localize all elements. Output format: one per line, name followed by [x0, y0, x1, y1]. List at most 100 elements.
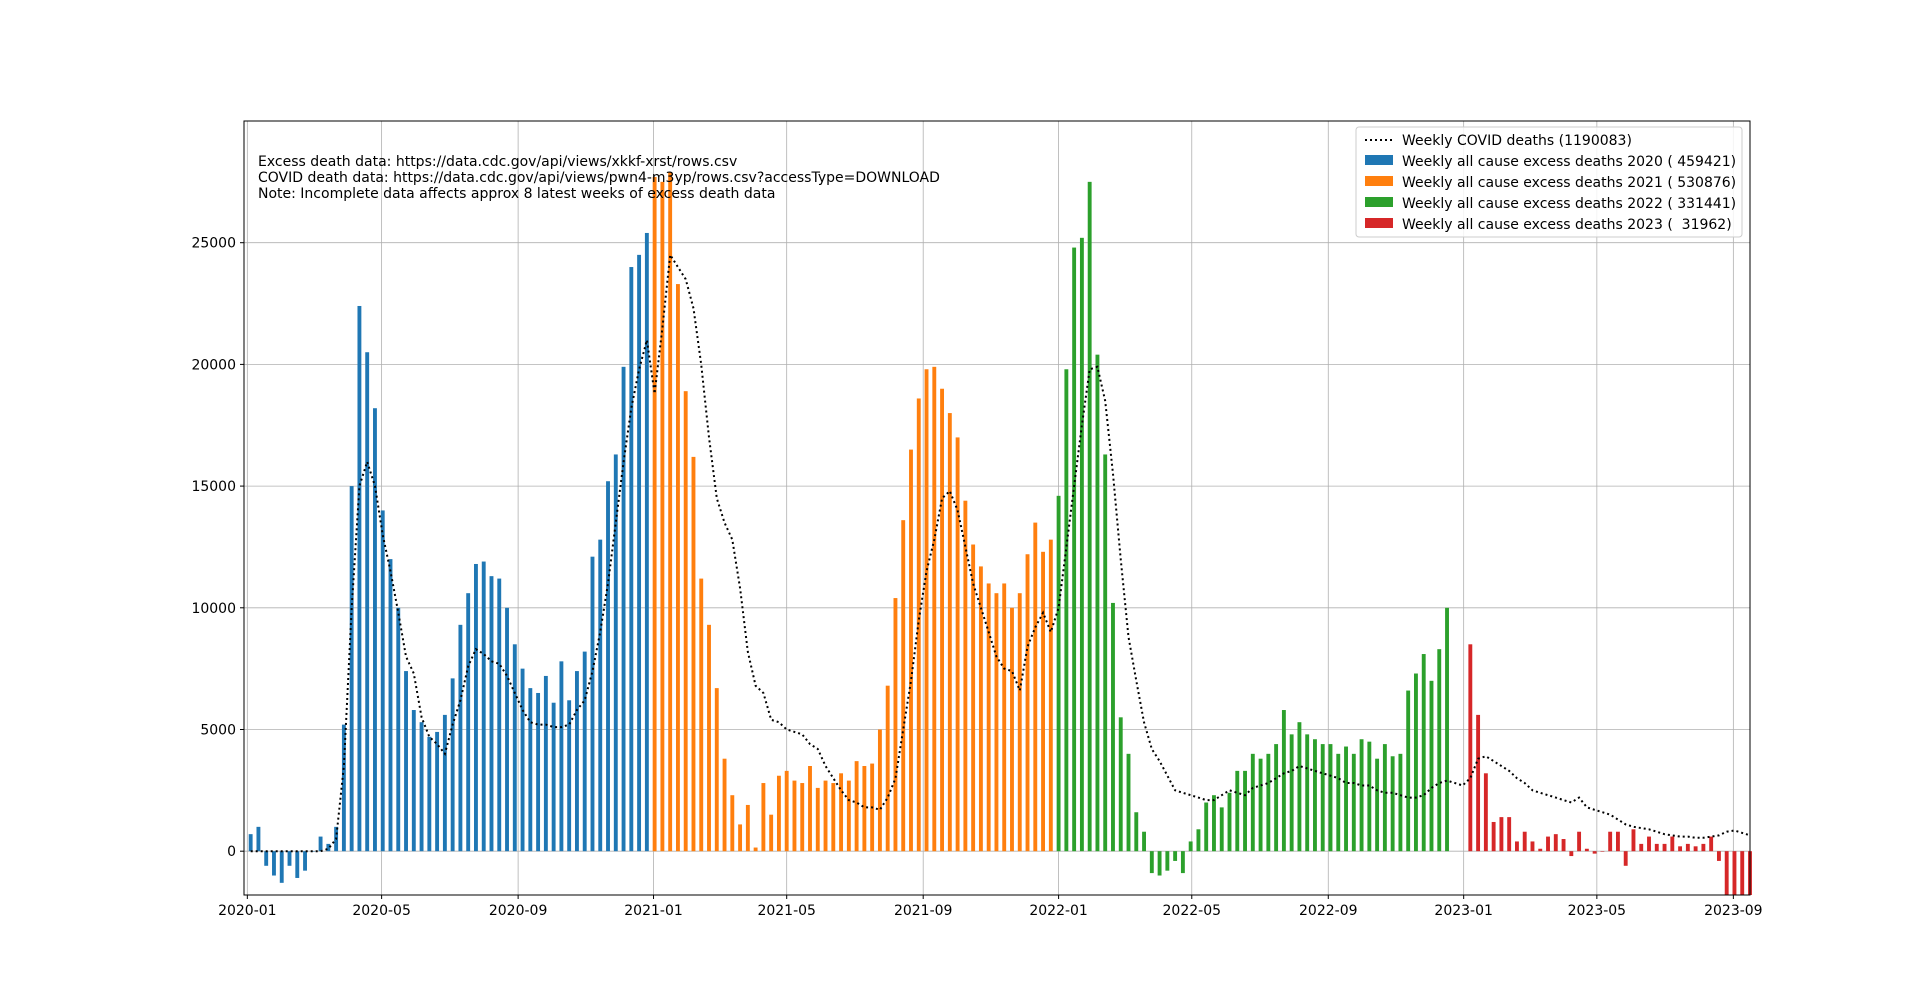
legend-2021-label: Weekly all cause excess deaths 2021 ( 53…	[1402, 175, 1736, 191]
legend-frame	[1355, 126, 1743, 238]
bar	[287, 851, 292, 866]
bar	[1126, 753, 1131, 852]
bar	[893, 598, 898, 852]
bar	[1639, 843, 1644, 852]
bar	[380, 510, 385, 852]
bar	[1359, 739, 1364, 852]
x-tick-label: 2020-09	[489, 903, 548, 919]
bar	[1685, 843, 1690, 852]
bar	[714, 688, 719, 852]
bar	[248, 834, 253, 852]
bar	[1274, 744, 1279, 852]
bar	[691, 456, 696, 852]
bar	[1608, 831, 1613, 852]
bar	[1344, 746, 1348, 852]
bar	[1025, 554, 1030, 852]
bar	[1033, 522, 1038, 852]
bar	[1382, 744, 1387, 852]
bar	[901, 520, 906, 852]
bar	[1149, 851, 1154, 874]
bar	[784, 770, 789, 852]
bar	[1235, 770, 1240, 852]
bar	[411, 710, 416, 852]
bar	[1180, 851, 1185, 874]
annotation-excess-source: Excess death data: https://data.cdc.gov/…	[258, 154, 737, 170]
bar	[442, 714, 447, 852]
bar	[1507, 817, 1512, 852]
bar	[1662, 843, 1667, 852]
bar	[1592, 851, 1597, 854]
bar	[1320, 744, 1325, 852]
bar	[1740, 851, 1745, 895]
bar	[1281, 710, 1286, 852]
legend-2022-label: Weekly all cause excess deaths 2022 ( 33…	[1402, 196, 1736, 212]
bar	[450, 678, 455, 852]
bar	[396, 607, 401, 852]
bar	[357, 305, 362, 852]
bar	[986, 583, 991, 852]
bar	[846, 780, 851, 852]
bar	[1118, 717, 1123, 852]
x-tick-label: 2023-05	[1568, 903, 1627, 919]
bar	[885, 685, 890, 852]
bar	[745, 804, 750, 852]
bar	[1546, 836, 1550, 852]
y-tick-label: 25000	[191, 236, 236, 252]
bar	[761, 783, 766, 852]
bar	[1678, 846, 1683, 852]
y-tick-label: 20000	[191, 357, 236, 373]
bar	[963, 500, 968, 852]
bar	[559, 661, 564, 852]
bar	[1553, 834, 1558, 852]
bar	[497, 578, 502, 852]
bar	[753, 847, 758, 852]
bar	[1491, 821, 1496, 852]
bar	[1313, 739, 1317, 852]
legend-2023-label: Weekly all cause excess deaths 2023 ( 31…	[1402, 217, 1732, 233]
bar	[1584, 848, 1589, 852]
bar	[1328, 744, 1333, 852]
bar	[637, 254, 642, 852]
bar	[373, 408, 377, 852]
bar	[947, 413, 952, 852]
bar	[675, 284, 680, 852]
bar	[738, 824, 743, 852]
bar	[606, 481, 610, 852]
y-tick-label: 10000	[191, 601, 236, 617]
x-axis: 2020-01 2020-05 2020-09 2021-01 2021-05 2021-…	[218, 895, 1763, 919]
bar	[1072, 247, 1077, 852]
bar	[924, 369, 929, 852]
bar	[1577, 831, 1582, 852]
bar	[994, 593, 999, 852]
x-tick-label: 2020-01	[218, 903, 277, 919]
bar	[590, 556, 595, 852]
bar	[1212, 795, 1216, 852]
bar	[1010, 607, 1014, 852]
bar	[644, 232, 649, 852]
bar	[264, 851, 269, 866]
x-tick-label: 2021-09	[894, 903, 953, 919]
bar	[1243, 770, 1247, 852]
bar	[1250, 753, 1255, 852]
bar	[1483, 773, 1488, 852]
covid-death-line-layer	[250, 251, 1751, 853]
legend-2020-label: Weekly all cause excess deaths 2020 ( 45…	[1402, 154, 1736, 170]
bar	[365, 352, 370, 852]
bar	[1716, 851, 1721, 861]
bar	[1142, 831, 1146, 852]
bar	[1041, 551, 1045, 852]
bar	[567, 700, 572, 852]
bar	[303, 851, 307, 871]
bar	[582, 651, 587, 852]
bar	[1390, 756, 1395, 852]
bar	[1111, 602, 1115, 852]
bar	[1258, 758, 1263, 852]
bar	[621, 366, 626, 852]
legend-2023-swatch	[1365, 218, 1393, 228]
annotation-block: Excess death data: https://data.cdc.gov/…	[258, 154, 940, 202]
bar	[574, 671, 579, 852]
bar	[528, 688, 533, 852]
bar	[1398, 753, 1403, 852]
bar	[1087, 181, 1092, 852]
legend-2020-swatch	[1365, 155, 1393, 165]
